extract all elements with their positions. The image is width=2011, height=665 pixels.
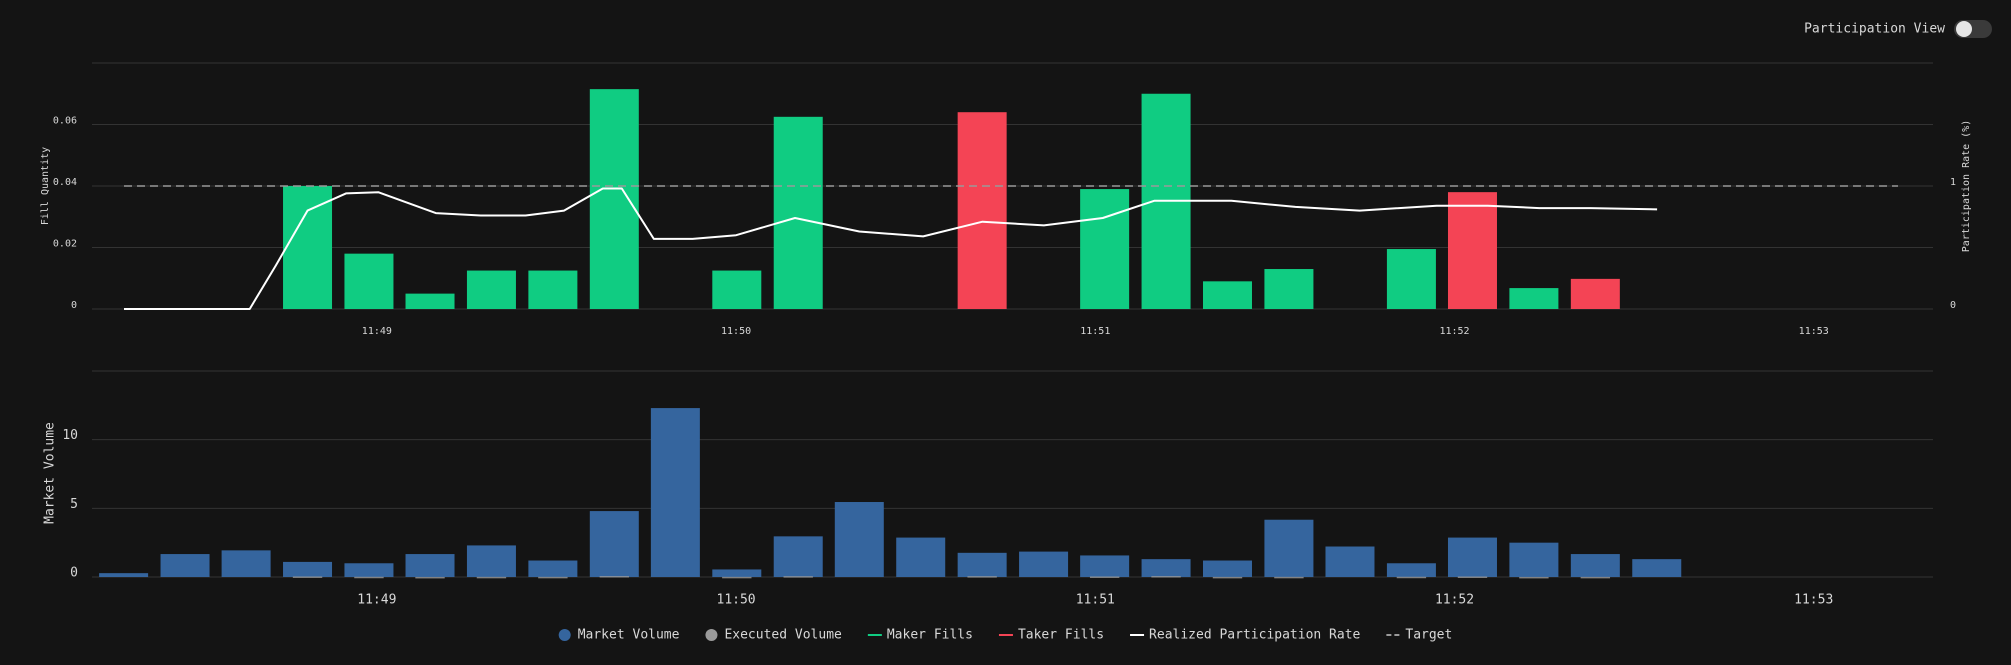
legend-swatch [705,629,718,641]
bar [589,89,639,309]
y2-tick-label: 0 [1950,300,1956,311]
x-tick-label: 11:53 [1799,326,1829,337]
bar [1386,249,1436,309]
toggle[interactable] [1954,20,1992,38]
bar [957,552,1007,577]
bar [344,253,394,309]
bar [1447,192,1497,309]
bar [1396,576,1427,579]
bar [1151,576,1181,578]
bar [1509,288,1559,309]
bar [1570,554,1620,577]
y2-axis-label: Participation Rate (%) [1961,120,1972,252]
legend-label: Market Volume [578,628,680,643]
bar [1264,269,1314,309]
x-tick-label: 11:53 [1794,593,1833,608]
bar [466,545,516,577]
bar [528,270,578,309]
x-tick-label: 11:49 [357,593,396,608]
bar [834,502,884,577]
bar [221,550,271,577]
bar [1519,576,1549,579]
y-axis-label: Market Volume [43,422,58,524]
bar [344,563,394,577]
bar [1274,576,1304,579]
bar [712,270,762,309]
bar [405,554,455,577]
x-tick-label: 11:51 [1076,593,1115,608]
x-tick-label: 11:50 [721,326,751,337]
bar [957,112,1007,309]
bar [773,116,823,309]
bar [1080,189,1130,309]
bar [1447,537,1497,577]
bar [712,569,762,577]
legend-label: Executed Volume [724,628,842,643]
y-tick-label: 0.02 [53,239,77,250]
bar [283,186,333,309]
bar [292,576,323,578]
y-tick-label: 0.06 [53,116,77,127]
y2-tick-label: 1 [1950,177,1956,188]
bar [1080,555,1130,577]
bar [1202,281,1252,309]
legend: Market Volume Executed Volume Maker Fills T… [558,628,1452,643]
bar [415,576,445,579]
y-tick-label: 0 [70,566,78,581]
bar [783,576,813,578]
bar [722,576,752,579]
x-tick-label: 11:52 [1435,593,1474,608]
bar [1212,576,1243,579]
x-tick-label: 11:49 [362,326,392,337]
y-tick-label: 5 [70,497,78,512]
bar [599,576,630,578]
bar [466,270,516,309]
participation-line [124,187,1658,310]
bar [538,576,568,579]
toggle-label: Participation View [1804,22,1945,37]
x-tick-label: 11:50 [717,593,756,608]
bar [1509,542,1559,577]
legend-label: Target [1405,628,1452,643]
bar [1019,551,1069,577]
bar [1580,576,1611,579]
bar [1632,559,1682,577]
y-axis-label: Fill Quantity [40,147,51,225]
legend-label: Taker Fills [1018,628,1104,643]
bar [773,536,823,577]
bar [160,554,210,577]
x-tick-label: 11:51 [1080,326,1110,337]
bar [283,561,333,577]
legend-swatch [558,629,571,641]
bar [528,560,578,577]
legend-label: Realized Participation Rate [1149,628,1360,643]
bar [1202,560,1252,577]
bar [1570,278,1620,309]
bar [1386,563,1436,577]
bar [1141,559,1191,577]
toggle-knob[interactable] [1956,21,1972,37]
bar [354,576,384,579]
x-tick-label: 11:52 [1439,326,1469,337]
y-tick-label: 0.04 [53,177,77,188]
bar [476,576,507,579]
bar [650,408,700,577]
y-tick-label: 10 [62,428,78,443]
bar [99,573,149,577]
y-tick-label: 0 [71,300,77,311]
legend-label: Maker Fills [887,628,973,643]
bar [1264,519,1314,577]
bar [1325,546,1375,577]
bar [967,576,997,578]
bar [405,293,455,309]
bar [1457,576,1488,578]
bar [1089,576,1120,578]
bar [589,511,639,577]
bar [896,537,946,577]
